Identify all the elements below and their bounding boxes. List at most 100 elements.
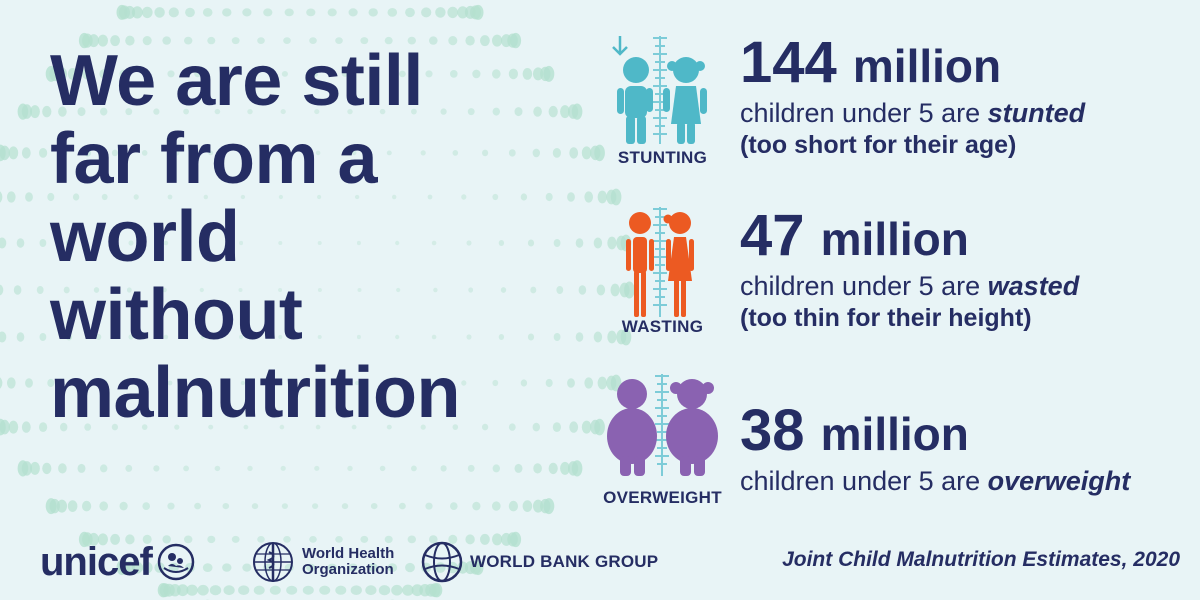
globe-dot [101, 379, 108, 387]
globe-dot [162, 287, 167, 293]
globe-dot [174, 424, 180, 430]
globe-dot [533, 106, 542, 117]
globe-dot [97, 533, 108, 546]
globe-dot [278, 380, 283, 386]
globe-dot [514, 107, 523, 117]
globe-dot [167, 70, 175, 78]
globe-dot [8, 420, 19, 434]
globe-dot [447, 6, 459, 19]
globe-dot [552, 422, 562, 432]
globe-dot [278, 194, 283, 200]
globe-dot [88, 532, 99, 546]
globe-dot [351, 150, 357, 156]
globe-dot [25, 378, 33, 388]
globe-dot [420, 424, 426, 430]
globe-dot [407, 36, 416, 45]
globe-dot [72, 379, 80, 387]
world-bank-wordmark: WORLD BANK GROUP [470, 552, 659, 571]
globe-dot [142, 561, 153, 574]
globe-dot [378, 585, 391, 596]
globe-dot [153, 108, 160, 115]
globe-dot [387, 7, 398, 17]
globe-dot [624, 281, 635, 299]
globe-dot [209, 585, 222, 596]
globe-dot [317, 335, 322, 339]
globe-dot [597, 190, 607, 204]
globe-dot [247, 109, 253, 115]
globe-dot [435, 7, 446, 18]
globe-dot [522, 500, 533, 512]
globe-dot [16, 238, 25, 248]
globe-dot [25, 192, 33, 202]
globe-dot [379, 465, 386, 472]
globe-dot [247, 465, 253, 471]
headline-line: malnutrition [50, 353, 460, 433]
globe-dot [317, 241, 322, 245]
globe-dot [395, 334, 400, 340]
globe-dot [21, 461, 32, 476]
globe-dot [208, 150, 214, 156]
globe-dot [56, 67, 67, 81]
globe-dot [386, 424, 392, 430]
globe-dot [0, 377, 3, 389]
globe-dot [384, 535, 393, 544]
globe-dot [360, 535, 369, 543]
globe-dot [553, 333, 561, 341]
globe-dot [110, 533, 120, 545]
globe-dot [427, 194, 433, 200]
description-emphasis: wasted [987, 271, 1080, 301]
globe-dot [238, 288, 243, 292]
globe-dot [67, 68, 78, 80]
globe-dot [124, 5, 136, 19]
globe-dot [222, 70, 230, 77]
globe-dot [239, 240, 244, 246]
globe-dot [207, 36, 216, 45]
globe-dot [368, 8, 378, 17]
globe-dot [610, 188, 622, 206]
globe-dot [427, 380, 433, 386]
globe-dot [222, 563, 232, 572]
overweight-label: OVERWEIGHT [603, 488, 722, 507]
globe-dot [335, 585, 347, 595]
globe-dot [452, 424, 459, 430]
globe-dot [492, 533, 503, 546]
globe-dot [203, 194, 208, 200]
globe-dot [251, 70, 259, 77]
overweight-text: 38 million children under 5 are overweig… [740, 400, 1130, 497]
globe-dot [520, 193, 528, 201]
wasting-children-icon [626, 207, 694, 317]
globe-dot [0, 145, 10, 161]
stat-wasting: WASTING 47 million children under 5 are … [600, 205, 1190, 355]
globe-dot [133, 380, 139, 386]
globe-dot [8, 146, 19, 160]
globe-dot [99, 501, 108, 511]
globe-dot [42, 462, 52, 475]
globe-dot [317, 288, 322, 292]
globe-dot [319, 585, 331, 595]
globe-dot [354, 380, 360, 386]
globe-dot [278, 288, 283, 292]
globe-dot [530, 286, 537, 294]
globe-dot [312, 71, 319, 77]
globe-dot [575, 332, 584, 342]
globe-dot [278, 241, 283, 245]
globe-dot [448, 36, 458, 46]
globe-dot [163, 334, 169, 340]
globe-dot [77, 463, 86, 473]
globe-dot [402, 584, 414, 596]
globe-dot [167, 502, 175, 510]
globe-dot [468, 287, 474, 293]
globe-dot [167, 194, 173, 200]
globe-dot [450, 502, 458, 510]
world-bank-logo: WORLD BANK GROUP [420, 540, 658, 584]
globe-dot [354, 194, 360, 200]
globe-dot [203, 380, 208, 386]
globe-dot [283, 536, 291, 543]
globe-dot [452, 150, 459, 156]
globe-dot [466, 240, 472, 246]
headline-line: far from a [50, 119, 378, 199]
globe-dot [60, 148, 68, 158]
globe-dot [315, 424, 321, 430]
globe-dot [97, 34, 108, 47]
